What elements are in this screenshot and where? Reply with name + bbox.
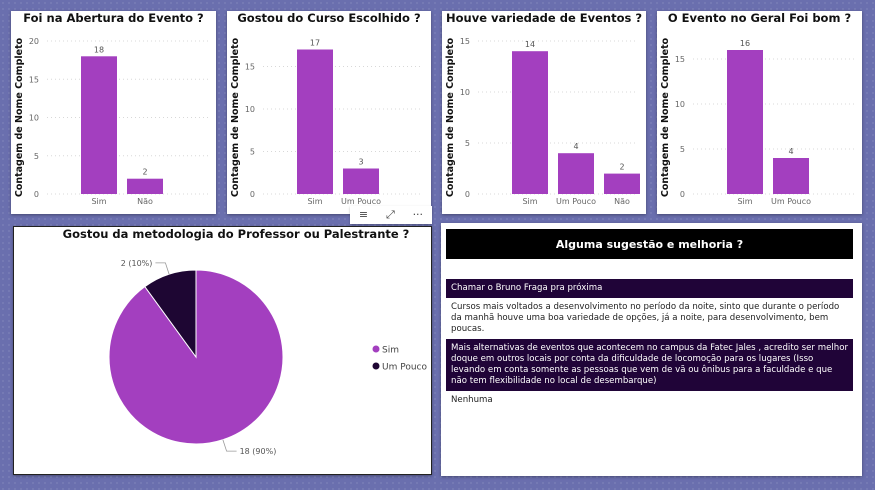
legend-marker (372, 345, 380, 353)
more-options-icon[interactable]: ··· (412, 208, 424, 221)
y-tick-label: 15 (675, 55, 685, 64)
pie-data-label: 2 (10%) (121, 259, 153, 268)
data-label: 2 (142, 168, 147, 177)
x-tick-label: Sim (737, 197, 752, 206)
bar-chart-card-evento-geral[interactable]: O Evento no Geral Foi bom ? Contagem de N… (657, 11, 862, 214)
x-tick-label: Sim (91, 197, 106, 206)
bar (512, 51, 548, 195)
y-tick-label: 20 (29, 37, 39, 46)
x-tick-label: Não (614, 197, 630, 206)
bar (727, 50, 763, 194)
focus-mode-icon[interactable]: ⤢ (385, 208, 395, 221)
y-tick-label: 15 (29, 75, 39, 84)
x-tick-label: Um Pouco (556, 197, 596, 206)
x-tick-label: Não (137, 197, 153, 206)
pie-chart-card[interactable]: Gostou da metodologia do Professor ou Pa… (13, 226, 432, 475)
bar-chart-card-variedade[interactable]: Houve variedade de Eventos ? Contagem de … (442, 11, 646, 214)
suggestions-table-card[interactable]: Alguma sugestão e melhoria ? Chamar o Br… (441, 223, 862, 476)
table-row[interactable]: Cursos mais voltados a desenvolvimento n… (446, 298, 853, 339)
bar (558, 153, 594, 194)
chart-title: Gostou do Curso Escolhido ? (237, 11, 420, 25)
pie-data-label: 18 (90%) (240, 447, 277, 456)
y-tick-label: 15 (460, 37, 470, 46)
y-axis-label: Contagem de Nome Completo (230, 37, 241, 197)
bar-chart-card-curso[interactable]: Gostou do Curso Escolhido ? Contagem de N… (227, 11, 431, 214)
bar (127, 178, 163, 194)
data-label: 16 (740, 39, 750, 48)
y-tick-label: 5 (680, 145, 685, 154)
bar (343, 168, 379, 194)
y-tick-label: 10 (245, 105, 255, 114)
chart-title: Foi na Abertura do Evento ? (23, 11, 203, 25)
data-label: 4 (788, 147, 793, 156)
y-axis-label: Contagem de Nome Completo (445, 37, 456, 197)
x-tick-label: Sim (307, 197, 322, 206)
visual-header-toolbar: ≡ ⤢ ··· (350, 206, 432, 224)
bar (773, 158, 809, 194)
bar-chart-svg: Foi na Abertura do Evento ? Contagem de N… (14, 11, 208, 206)
y-tick-label: 0 (34, 190, 39, 199)
chart-title: O Evento no Geral Foi bom ? (668, 11, 851, 25)
x-tick-label: Um Pouco (771, 197, 811, 206)
x-tick-label: Sim (522, 197, 537, 206)
chart-title: Gostou da metodologia do Professor ou Pa… (63, 227, 410, 241)
bar-chart-svg: Houve variedade de Eventos ? Contagem de … (445, 11, 642, 206)
legend-marker (372, 362, 380, 370)
data-label: 4 (573, 142, 578, 151)
y-axis-label: Contagem de Nome Completo (660, 37, 671, 197)
y-tick-label: 0 (250, 190, 255, 199)
bar-chart-svg: O Evento no Geral Foi bom ? Contagem de N… (660, 11, 854, 206)
legend-label: Um Pouco (382, 363, 427, 373)
data-label: 17 (310, 39, 320, 48)
table-header[interactable]: Alguma sugestão e melhoria ? (446, 229, 853, 259)
y-axis-label: Contagem de Nome Completo (14, 37, 25, 197)
y-tick-label: 10 (460, 88, 470, 97)
pie-slice (144, 269, 197, 359)
y-tick-label: 0 (680, 190, 685, 199)
y-tick-label: 0 (465, 190, 470, 199)
y-tick-label: 5 (34, 152, 39, 161)
y-tick-label: 10 (29, 114, 39, 123)
table-row[interactable]: Mais alternativas de eventos que acontec… (446, 339, 853, 391)
data-label: 2 (619, 163, 624, 172)
y-tick-label: 10 (675, 100, 685, 109)
data-label: 3 (358, 158, 363, 167)
table-row[interactable]: Chamar o Bruno Fraga pra próxima (446, 279, 853, 298)
filter-icon[interactable]: ≡ (358, 208, 369, 221)
table-body: Chamar o Bruno Fraga pra próxima Cursos … (446, 279, 853, 410)
bar-chart-card-abertura[interactable]: Foi na Abertura do Evento ? Contagem de N… (11, 11, 216, 214)
data-label: 18 (94, 45, 104, 54)
pie-chart-svg: Gostou da metodologia do Professor ou Pa… (63, 227, 428, 456)
pie-leader-line (222, 439, 237, 452)
bar (604, 173, 640, 194)
x-tick-label: Um Pouco (341, 197, 381, 206)
chart-title: Houve variedade de Eventos ? (446, 11, 642, 25)
y-tick-label: 5 (465, 139, 470, 148)
y-tick-label: 5 (250, 148, 255, 157)
pie-leader-line (155, 262, 170, 275)
bar (297, 49, 333, 194)
table-row[interactable]: Nenhuma (446, 391, 853, 410)
y-tick-label: 15 (245, 63, 255, 72)
legend-label: Sim (382, 346, 399, 356)
bar-chart-svg: Gostou do Curso Escolhido ? Contagem de N… (230, 11, 423, 206)
data-label: 14 (525, 40, 535, 49)
bar (81, 56, 117, 194)
